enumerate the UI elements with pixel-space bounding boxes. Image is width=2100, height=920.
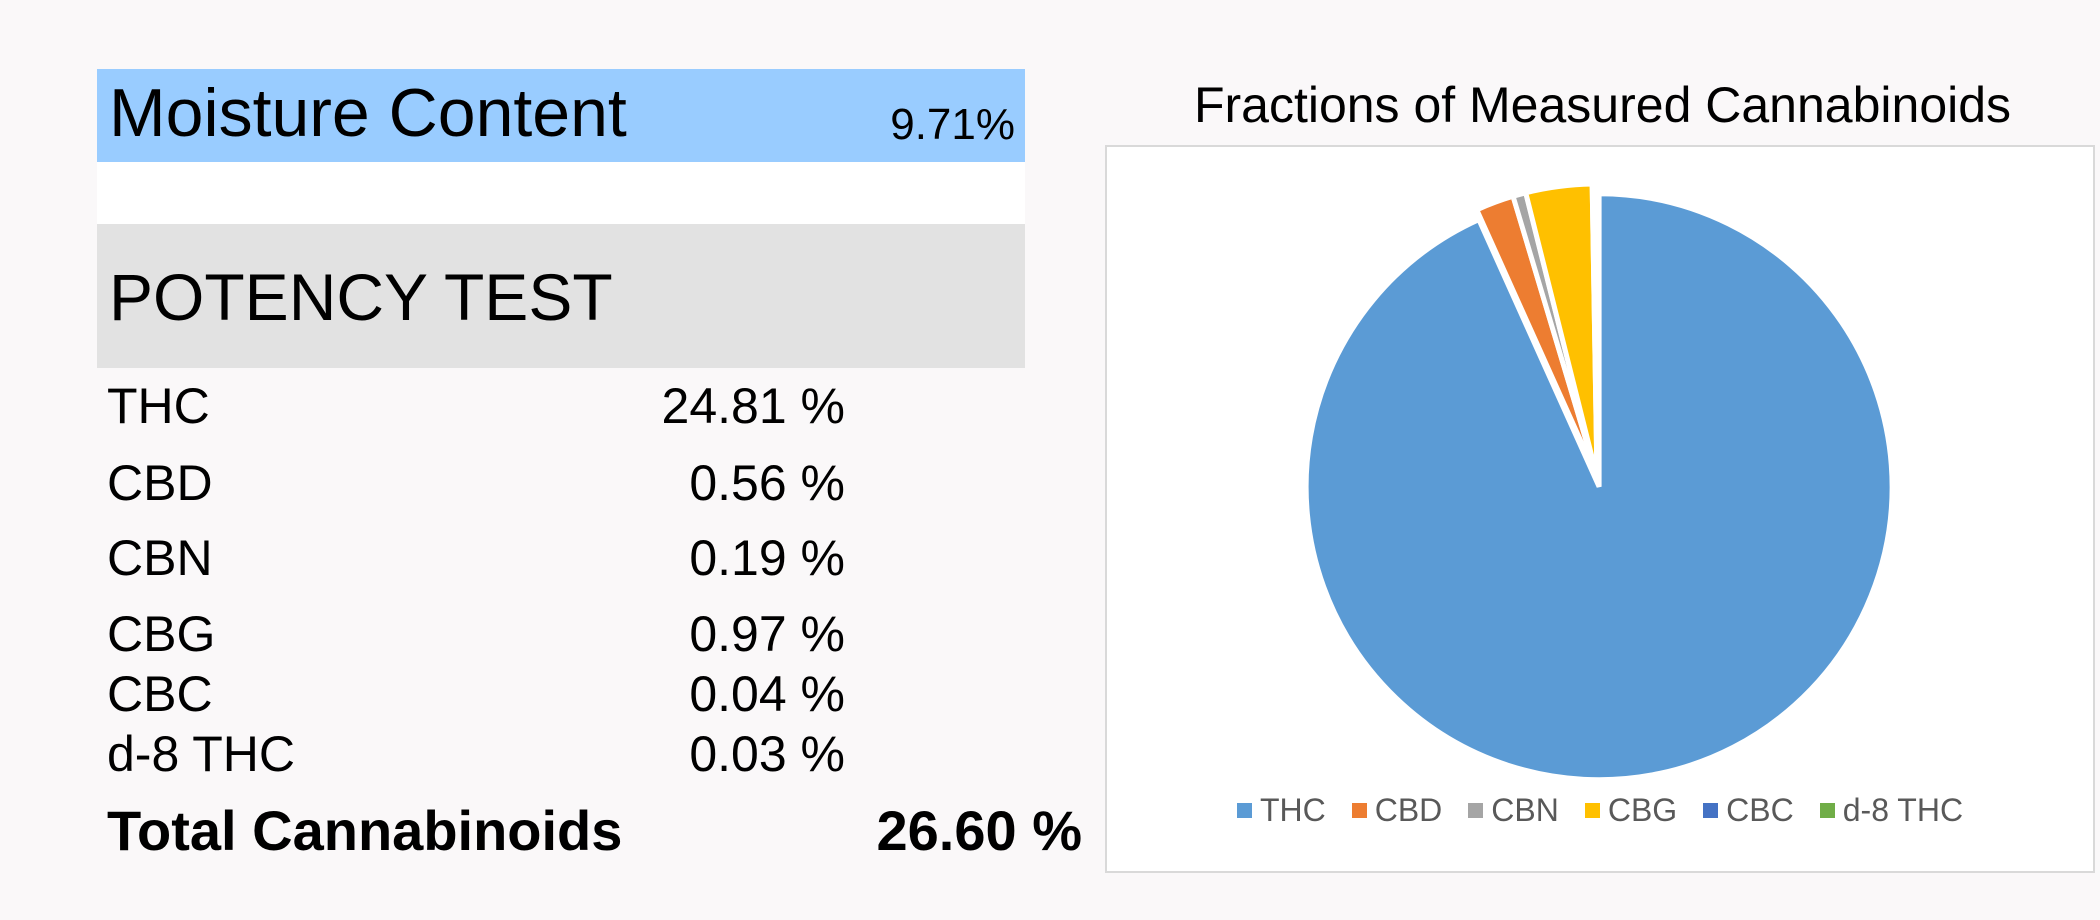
legend-swatch-d-8-thc bbox=[1819, 803, 1835, 818]
cannabinoid-name-cbn: CBN bbox=[107, 530, 213, 586]
legend-swatch-thc bbox=[1236, 803, 1252, 818]
potency-test-title: POTENCY TEST bbox=[109, 260, 613, 334]
legend-item-thc: THC bbox=[1236, 792, 1326, 829]
legend-label-cbg: CBG bbox=[1607, 792, 1678, 828]
cannabinoid-value-thc: 24.81 % bbox=[661, 378, 845, 434]
legend-item-cbn: CBN bbox=[1468, 792, 1559, 829]
cannabinoid-name-d8-thc: d-8 THC bbox=[107, 726, 296, 782]
cannabinoid-name-cbc: CBC bbox=[107, 666, 213, 722]
cannabinoid-value-d8-thc: 0.03 % bbox=[689, 726, 845, 782]
legend-swatch-cbg bbox=[1584, 803, 1600, 818]
cannabinoid-name-thc: THC bbox=[107, 378, 210, 434]
legend-label-cbn: CBN bbox=[1491, 792, 1559, 828]
cannabinoid-value-cbn: 0.19 % bbox=[689, 530, 845, 586]
legend-item-cbd: CBD bbox=[1351, 792, 1443, 829]
spacer-strip bbox=[97, 162, 1025, 224]
legend-item-cbg: CBG bbox=[1584, 792, 1678, 829]
moisture-content-label: Moisture Content bbox=[109, 75, 627, 151]
chart-title: Fractions of Measured Cannabinoids bbox=[1193, 77, 2012, 133]
legend-item-cbc: CBC bbox=[1703, 792, 1794, 829]
pie-chart bbox=[1303, 181, 1895, 783]
cannabinoid-value-cbg: 0.97 % bbox=[689, 606, 845, 662]
pie-slice-d-8-thc bbox=[1592, 181, 1600, 478]
pie-chart-area: THC CBD CBN CBG CBC d-8 THC bbox=[1105, 145, 2095, 873]
legend-label-cbd: CBD bbox=[1374, 792, 1443, 828]
legend-label-thc: THC bbox=[1259, 792, 1326, 828]
legend-label-cbc: CBC bbox=[1726, 792, 1794, 828]
cannabinoid-name-cbg: CBG bbox=[107, 606, 216, 662]
legend-swatch-cbd bbox=[1351, 803, 1367, 818]
chart-legend: THC CBD CBN CBG CBC d-8 THC bbox=[1107, 792, 2093, 829]
moisture-content-bar: Moisture Content 9.71% bbox=[97, 69, 1025, 162]
potency-header: POTENCY TEST bbox=[97, 224, 1025, 368]
legend-swatch-cbn bbox=[1468, 803, 1484, 818]
total-cannabinoids-label: Total Cannabinoids bbox=[107, 799, 623, 862]
legend-item-d-8-thc: d-8 THC bbox=[1819, 792, 1964, 829]
cannabinoid-name-cbd: CBD bbox=[107, 455, 213, 511]
pie-slice-thc bbox=[1303, 191, 1895, 783]
legend-label-d-8-thc: d-8 THC bbox=[1842, 792, 1964, 828]
total-cannabinoids-value: 26.60 % bbox=[876, 799, 1083, 862]
cannabinoid-value-cbc: 0.04 % bbox=[689, 666, 845, 722]
legend-swatch-cbc bbox=[1703, 803, 1719, 818]
cannabinoid-value-cbd: 0.56 % bbox=[689, 455, 845, 511]
moisture-content-value: 9.71% bbox=[890, 100, 1015, 149]
